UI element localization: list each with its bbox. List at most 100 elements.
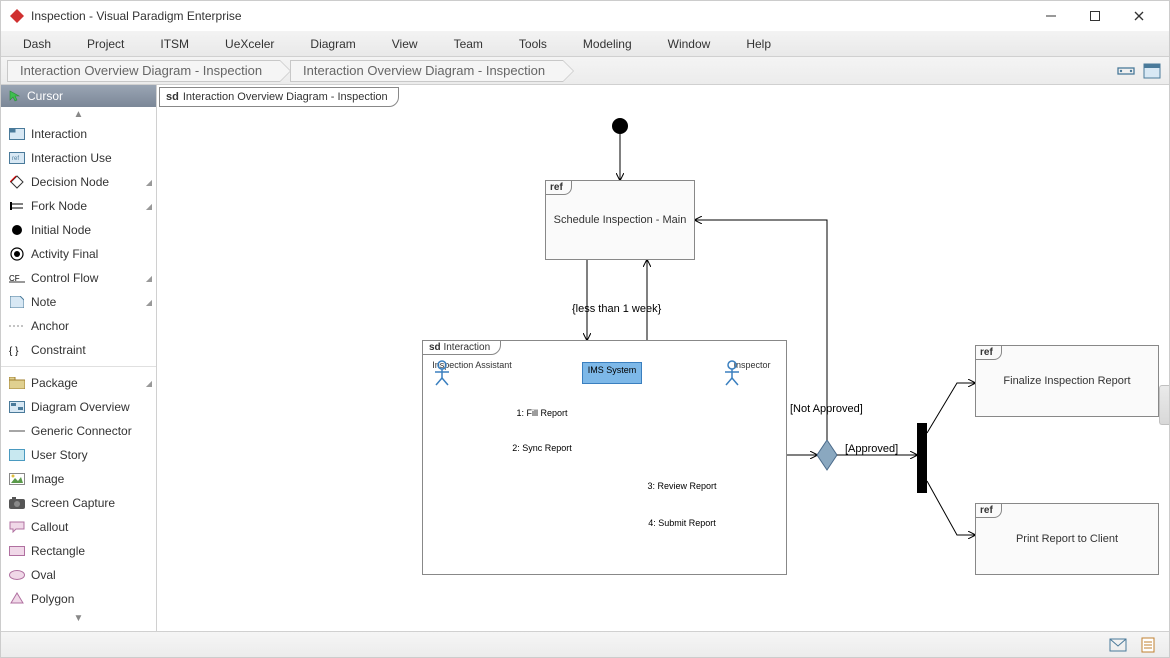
maximize-button[interactable] [1073,2,1117,30]
palette-item-interaction[interactable]: Interaction [1,122,156,146]
right-collapse-handle[interactable] [1159,385,1169,425]
ref-print-tag: ref [975,503,1002,518]
palette-item-image[interactable]: Image [1,467,156,491]
interaction-icon [9,126,25,142]
status-doc-icon[interactable] [1139,636,1157,654]
palette-item-callout[interactable]: Callout [1,515,156,539]
fork-node[interactable] [917,423,927,493]
palette-item-label: Polygon [31,592,74,606]
palette-item-label: Interaction Use [31,151,112,165]
palette-item-label: Control Flow [31,271,98,285]
anchor-icon [9,318,25,334]
palette-item-label: Callout [31,520,68,534]
palette-item-user-story[interactable]: User Story [1,443,156,467]
ref-finalize-report[interactable]: ref Finalize Inspection Report [975,345,1159,417]
chevron-icon: ◢ [146,178,152,187]
lifeline-inspector[interactable]: Inspector [722,360,782,370]
camera-icon [9,495,25,511]
rectangle-icon [9,543,25,559]
chevron-icon: ◢ [146,298,152,307]
guard-less-than-week: {less than 1 week} [572,303,661,315]
palette-item-initial[interactable]: Initial Node [1,218,156,242]
palette-item-final[interactable]: Activity Final [1,242,156,266]
ref-print-report[interactable]: ref Print Report to Client [975,503,1159,575]
palette-item-label: Rectangle [31,544,85,558]
palette-item-label: Constraint [31,343,86,357]
palette-collapse-down[interactable]: ▼ [1,611,156,626]
menu-modeling[interactable]: Modeling [565,33,650,55]
menu-window[interactable]: Window [650,33,729,55]
ref-schedule-inspection[interactable]: ref Schedule Inspection - Main [545,180,695,260]
menu-view[interactable]: View [374,33,436,55]
breadcrumb-bar: Interaction Overview Diagram - Inspectio… [1,57,1169,85]
palette-item-control-flow[interactable]: CFControl Flow◢ [1,266,156,290]
palette-collapse-up[interactable]: ▲ [1,107,156,122]
palette-item-interaction-use[interactable]: ref Interaction Use [1,146,156,170]
breadcrumb-item-2[interactable]: Interaction Overview Diagram - Inspectio… [290,60,563,82]
chevron-icon: ◢ [146,202,152,211]
close-button[interactable] [1117,2,1161,30]
menu-uexceler[interactable]: UeXceler [207,33,292,55]
palette-item-anchor[interactable]: Anchor [1,314,156,338]
ref-print-label: Print Report to Client [976,533,1158,545]
menu-diagram[interactable]: Diagram [292,33,373,55]
palette-item-constraint[interactable]: { } Constraint [1,338,156,362]
chevron-icon: ◢ [146,274,152,283]
image-icon [9,471,25,487]
sd-frame-tab: sd Interaction [422,340,501,355]
diagram-canvas[interactable]: ref Schedule Inspection - Main sd Intera… [157,85,1169,631]
palette-item-label: Anchor [31,319,69,333]
menu-team[interactable]: Team [436,33,501,55]
ref-schedule-tag: ref [545,180,572,195]
callout-icon [9,519,25,535]
menu-help[interactable]: Help [728,33,789,55]
ref-finalize-label: Finalize Inspection Report [976,375,1158,387]
diagram-frame-tab: sd Interaction Overview Diagram - Inspec… [159,87,399,107]
palette-item-label: Initial Node [31,223,91,237]
palette-item-note[interactable]: Note◢ [1,290,156,314]
connector-icon [9,423,25,439]
menu-itsm[interactable]: ITSM [142,33,207,55]
ref-schedule-label: Schedule Inspection - Main [546,214,694,226]
chevron-icon: ◢ [146,379,152,388]
palette-item-package[interactable]: Package◢ [1,371,156,395]
message-label: 1: Fill Report [492,408,592,418]
palette-item-label: Activity Final [31,247,98,261]
constraint-icon: { } [9,342,25,358]
oval-icon [9,567,25,583]
breadcrumb-item-1[interactable]: Interaction Overview Diagram - Inspectio… [7,60,280,82]
palette-item-oval[interactable]: Oval [1,563,156,587]
lifeline-inspection-assistant[interactable]: Inspection Assistant [432,360,512,370]
palette-item-connector[interactable]: Generic Connector [1,419,156,443]
final-icon [9,246,25,262]
palette-item-camera[interactable]: Screen Capture [1,491,156,515]
message-label: 3: Review Report [632,481,732,491]
palette-item-decision[interactable]: Decision Node◢ [1,170,156,194]
initial-icon [9,222,25,238]
sd-tab-label: Interaction [443,342,490,353]
menu-dash[interactable]: Dash [5,33,69,55]
package-icon [9,375,25,391]
palette-item-diagram-overview[interactable]: Diagram Overview [1,395,156,419]
note-icon [9,294,25,310]
toolbar-icon-2[interactable] [1143,62,1161,80]
diagram-frame-label: Interaction Overview Diagram - Inspectio… [183,91,388,103]
fork-icon [9,198,25,214]
palette-cursor[interactable]: Cursor [1,85,156,107]
menu-project[interactable]: Project [69,33,142,55]
palette-item-label: Screen Capture [31,496,115,510]
interaction-use-icon: ref [9,150,25,166]
menu-tools[interactable]: Tools [501,33,565,55]
status-mail-icon[interactable] [1109,636,1127,654]
palette-item-fork[interactable]: Fork Node◢ [1,194,156,218]
decision-icon [9,174,25,190]
palette-item-label: User Story [31,448,88,462]
diagram-frame-prefix: sd [166,91,179,103]
window-controls [1029,2,1161,30]
palette-item-rectangle[interactable]: Rectangle [1,539,156,563]
lifeline-ims-system[interactable]: IMS System [582,362,642,384]
toolbar-icon-1[interactable] [1117,62,1135,80]
palette-item-polygon[interactable]: Polygon [1,587,156,611]
minimize-button[interactable] [1029,2,1073,30]
sd-tab-prefix: sd [429,342,441,353]
